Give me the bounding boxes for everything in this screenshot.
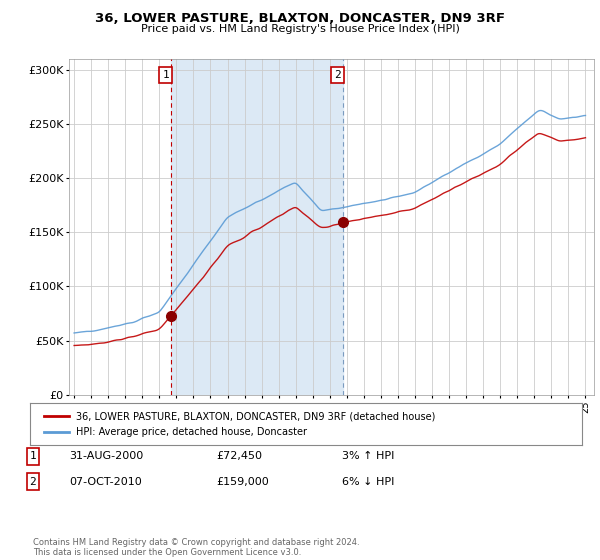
Bar: [171, 59, 343, 395]
Text: 2: 2: [334, 70, 341, 80]
Text: 1: 1: [29, 451, 37, 461]
Text: £159,000: £159,000: [216, 477, 269, 487]
Text: 31-AUG-2000: 31-AUG-2000: [69, 451, 143, 461]
Legend: 36, LOWER PASTURE, BLAXTON, DONCASTER, DN9 3RF (detached house), HPI: Average pr: 36, LOWER PASTURE, BLAXTON, DONCASTER, D…: [40, 407, 440, 441]
Text: 2: 2: [29, 477, 37, 487]
Text: £72,450: £72,450: [216, 451, 262, 461]
Text: 1: 1: [162, 70, 169, 80]
Text: 36, LOWER PASTURE, BLAXTON, DONCASTER, DN9 3RF: 36, LOWER PASTURE, BLAXTON, DONCASTER, D…: [95, 12, 505, 25]
Text: Contains HM Land Registry data © Crown copyright and database right 2024.
This d: Contains HM Land Registry data © Crown c…: [33, 538, 359, 557]
Text: Price paid vs. HM Land Registry's House Price Index (HPI): Price paid vs. HM Land Registry's House …: [140, 24, 460, 34]
Text: 3% ↑ HPI: 3% ↑ HPI: [342, 451, 394, 461]
Text: 07-OCT-2010: 07-OCT-2010: [69, 477, 142, 487]
Text: 6% ↓ HPI: 6% ↓ HPI: [342, 477, 394, 487]
